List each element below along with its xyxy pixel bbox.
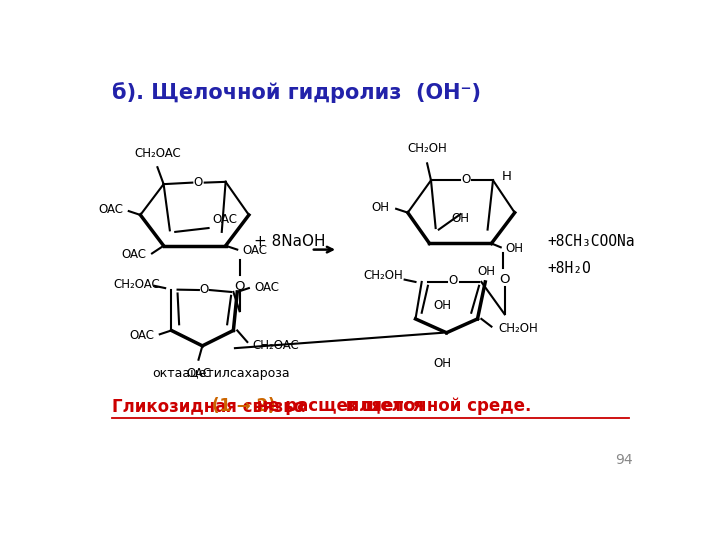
Text: CH₂OAC: CH₂OAC bbox=[253, 339, 300, 353]
Text: OAC: OAC bbox=[243, 244, 268, 257]
Text: O: O bbox=[199, 283, 209, 296]
Text: октаацетилсахароза: октаацетилсахароза bbox=[152, 367, 289, 380]
Text: CH₂OH: CH₂OH bbox=[408, 142, 447, 155]
Text: Гликозидная связьα: Гликозидная связьα bbox=[112, 397, 305, 415]
Text: 94: 94 bbox=[615, 453, 632, 467]
Text: OAC: OAC bbox=[212, 213, 238, 226]
Text: +8CH₃COONa: +8CH₃COONa bbox=[547, 234, 635, 249]
Text: OH: OH bbox=[433, 357, 451, 370]
Text: H: H bbox=[502, 170, 512, 183]
Text: OAC: OAC bbox=[130, 328, 154, 342]
Text: не расщепляется: не расщепляется bbox=[251, 397, 424, 415]
Text: OAC: OAC bbox=[254, 281, 279, 294]
Text: +8H₂O: +8H₂O bbox=[547, 261, 591, 276]
Text: CH₂OH: CH₂OH bbox=[498, 322, 538, 335]
Text: O: O bbox=[449, 274, 458, 287]
Text: OH: OH bbox=[477, 266, 495, 279]
Text: O: O bbox=[500, 273, 510, 286]
Text: б). Щелочной гидролиз  (ОН⁻): б). Щелочной гидролиз (ОН⁻) bbox=[112, 82, 481, 103]
Text: CH₂OAC: CH₂OAC bbox=[134, 146, 181, 159]
Text: (1 → 2): (1 → 2) bbox=[212, 397, 276, 415]
Text: OH: OH bbox=[451, 212, 469, 225]
Text: O: O bbox=[234, 280, 245, 293]
Text: OH: OH bbox=[433, 299, 451, 312]
Text: OH: OH bbox=[372, 201, 390, 214]
Text: O: O bbox=[462, 173, 470, 186]
Text: O: O bbox=[194, 176, 203, 188]
Text: + 8NaOH: + 8NaOH bbox=[254, 234, 325, 249]
Text: CH₂OH: CH₂OH bbox=[363, 269, 402, 282]
Text: OH: OH bbox=[505, 241, 523, 254]
Text: OAC: OAC bbox=[99, 203, 123, 216]
Text: в щелочной среде.: в щелочной среде. bbox=[341, 397, 532, 415]
Text: OAC: OAC bbox=[122, 248, 147, 261]
Text: CH₂OAC: CH₂OAC bbox=[113, 278, 160, 291]
Text: OAC: OAC bbox=[186, 367, 211, 380]
